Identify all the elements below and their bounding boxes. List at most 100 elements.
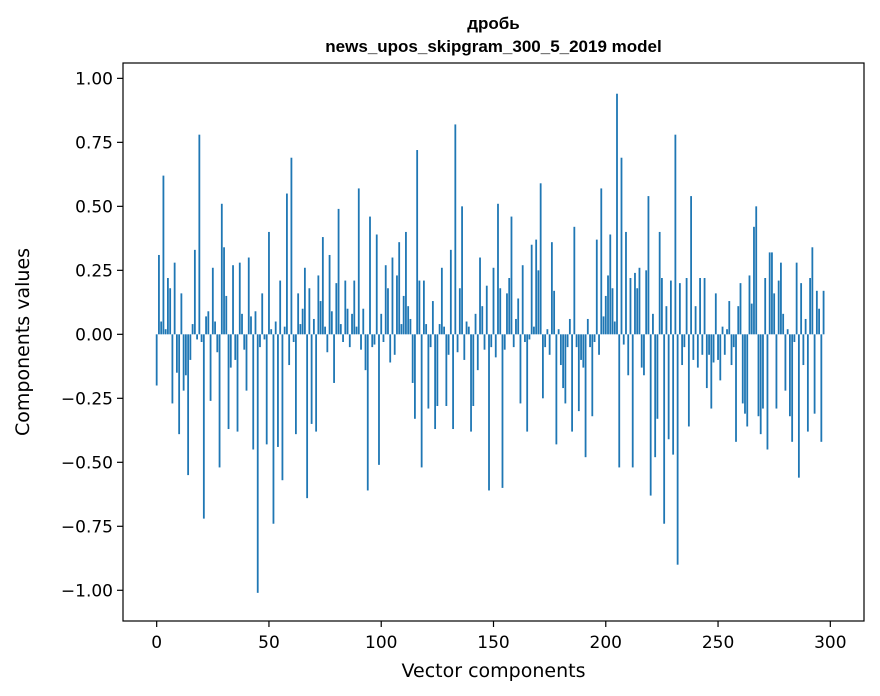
bar <box>652 313 654 335</box>
bar <box>286 193 288 335</box>
bar <box>357 188 360 335</box>
bar <box>530 244 533 335</box>
bar <box>564 334 567 404</box>
bar <box>277 334 279 447</box>
bar <box>764 278 767 335</box>
bar <box>795 262 798 335</box>
bar <box>804 318 807 335</box>
bar <box>214 321 216 335</box>
bar <box>501 334 504 488</box>
bar <box>815 290 818 335</box>
bar <box>310 334 313 424</box>
bar <box>640 334 643 368</box>
bar <box>559 334 562 366</box>
bar <box>317 275 320 335</box>
bar <box>604 295 607 335</box>
bar <box>272 334 275 524</box>
bar <box>773 293 776 335</box>
y-tick-label: −1.00 <box>61 581 113 601</box>
bar <box>719 334 722 381</box>
bar <box>414 334 416 419</box>
bar <box>661 278 663 335</box>
bar <box>602 316 605 335</box>
bar <box>517 298 520 335</box>
bar <box>330 311 333 335</box>
bar <box>346 308 349 335</box>
plot-frame <box>122 62 865 622</box>
bar <box>656 334 659 419</box>
bar <box>728 301 731 335</box>
bar <box>387 288 389 335</box>
bar <box>562 334 565 389</box>
bar <box>780 262 782 335</box>
bar <box>685 278 688 335</box>
bar <box>490 334 493 348</box>
y-tick-label: 1.00 <box>75 69 113 89</box>
bar <box>786 329 789 335</box>
bar <box>463 334 466 360</box>
bar <box>634 272 636 335</box>
bar <box>295 334 297 435</box>
bar <box>607 275 609 335</box>
bar <box>229 334 232 368</box>
bar <box>344 280 347 335</box>
bar <box>389 334 392 363</box>
bar <box>178 334 181 435</box>
bar <box>768 252 771 335</box>
bar <box>519 334 522 404</box>
bar <box>548 334 551 355</box>
bar <box>701 334 704 355</box>
y-tick-label: −0.50 <box>61 453 113 473</box>
bar <box>232 265 234 335</box>
bar <box>425 324 428 335</box>
bar <box>582 334 585 368</box>
bar <box>488 334 490 491</box>
bar <box>247 257 250 335</box>
bar <box>458 288 461 335</box>
bar <box>187 334 190 476</box>
bar <box>515 318 517 335</box>
bar <box>472 334 475 406</box>
bar <box>427 334 430 409</box>
x-tick-label: 100 <box>365 633 397 653</box>
bar <box>456 334 459 353</box>
bar <box>577 334 580 412</box>
bar <box>196 334 198 340</box>
bar <box>739 283 742 335</box>
bar <box>589 334 591 348</box>
bar <box>445 334 448 406</box>
bar <box>205 316 207 335</box>
bar <box>180 293 183 335</box>
bar <box>586 318 589 335</box>
bar <box>416 150 419 335</box>
bar <box>683 334 686 348</box>
y-tick-label: −0.25 <box>61 389 113 409</box>
bar <box>200 334 203 342</box>
bar <box>164 329 167 335</box>
bar <box>708 334 710 355</box>
bar <box>252 334 255 450</box>
bar <box>160 321 163 335</box>
bar <box>627 334 630 376</box>
bar <box>510 216 513 335</box>
bar <box>292 334 295 342</box>
bar <box>721 326 724 335</box>
bar <box>171 334 174 404</box>
bar <box>611 288 614 335</box>
bar <box>182 334 185 391</box>
bar <box>312 318 315 335</box>
bar <box>481 306 484 335</box>
bar <box>474 313 477 335</box>
bar <box>434 334 437 430</box>
bar <box>326 334 329 353</box>
bar <box>319 301 322 335</box>
bar <box>744 334 746 414</box>
y-tick-label: 0.00 <box>75 325 113 345</box>
bars-group <box>155 93 825 593</box>
bar <box>288 334 291 366</box>
bar <box>429 334 432 348</box>
bar <box>155 334 158 386</box>
bar <box>755 206 758 335</box>
bar <box>454 124 457 335</box>
bar <box>782 313 785 335</box>
